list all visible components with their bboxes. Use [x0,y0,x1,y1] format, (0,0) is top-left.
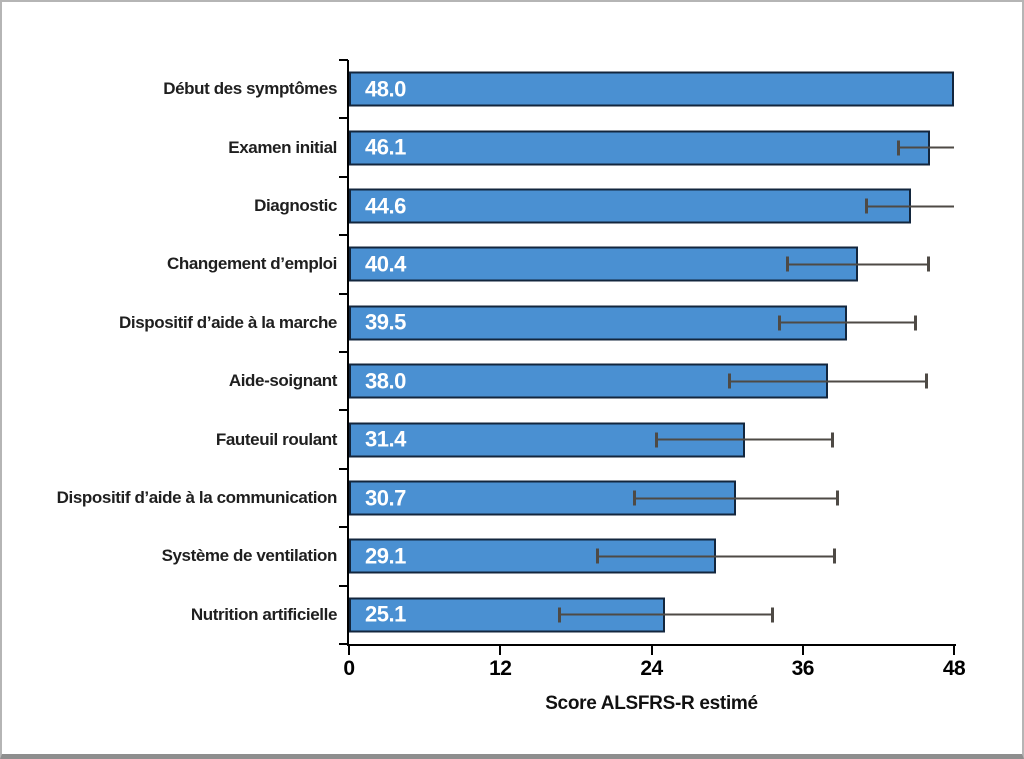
x-axis-tick-labels: 0 12 24 36 48 [343,657,965,683]
bar: 48.0 [349,71,954,107]
bar-row: 40.4 [349,235,954,293]
x-tick-label: 24 [640,657,663,680]
error-bar [786,256,931,272]
x-tick [499,646,502,655]
error-bar-line [561,613,771,616]
y-tick [339,59,348,61]
bar-value-label: 39.5 [365,309,406,335]
y-tick [339,351,348,353]
category-label: Dispositif d’aide à la marche [119,312,337,332]
bar-row: 31.4 [349,410,954,468]
bar: 40.4 [349,246,859,282]
bar-row: 25.1 [349,586,954,644]
category-label: Fauteuil roulant [215,429,338,449]
bar-row: 38.0 [349,352,954,410]
bar-value-label: 30.7 [365,485,406,511]
x-tick-label: 0 [343,657,355,680]
error-bar [632,490,840,506]
y-tick [339,467,348,470]
error-bar [655,432,835,448]
error-bar-line [658,438,832,441]
x-tick [953,646,955,655]
error-bar [864,198,954,214]
x-tick-label: 36 [791,657,815,680]
category-label: Examen initial [228,137,337,157]
bar-value-label: 38.0 [365,368,406,394]
bar-value-label: 40.4 [365,251,406,277]
error-bar [558,607,774,623]
x-tick [801,646,804,655]
y-tick [339,526,348,529]
y-tick [339,643,348,645]
x-tick-label: 12 [489,657,512,680]
error-bar-line [635,497,837,500]
y-tick [339,117,348,120]
category-label: Changement d’emploi [167,254,337,274]
bar: 44.6 [349,188,912,224]
x-tick [650,646,653,655]
category-label: Dispositif d’aide à la communication [56,488,338,508]
y-tick [339,409,348,412]
y-axis-line [347,60,349,646]
category-label-column: Début des symptômes Examen initial Diagn… [10,60,338,644]
category-label: Nutrition artificielle [190,604,338,624]
y-tick [339,292,348,295]
plot-area: 48.0 46.1 44.6 40.4 39.5 38.0 31.4 30.7 [349,60,954,644]
x-tick-label: 48 [942,657,966,680]
y-tick [339,234,348,237]
error-bar [777,315,918,331]
bar-row: 44.6 [349,177,954,235]
category-label: Début des symptômes [163,79,337,99]
category-label: Système de ventilation [161,546,338,566]
bar-row: 48.0 [349,60,954,118]
bar-value-label: 46.1 [365,134,406,160]
y-tick [339,584,348,587]
bar-row: 29.1 [349,527,954,585]
y-tick [339,175,348,178]
bar-value-label: 31.4 [365,426,406,452]
bar: 39.5 [349,305,847,341]
bar-row: 30.7 [349,469,954,527]
error-bar-line [789,263,928,266]
error-bar-line [900,146,954,149]
bar-value-label: 25.1 [365,601,406,627]
error-bar [596,548,836,564]
error-bar-line [731,380,925,383]
error-bar-line [780,321,915,324]
error-bar-line [599,555,833,558]
bar-value-label: 29.1 [365,543,406,569]
bar-value-label: 44.6 [365,193,406,219]
error-bar-line [867,205,954,208]
bar-row: 46.1 [349,118,954,176]
x-axis-title: Score ALSFRS-R estimé [545,693,758,714]
x-tick [348,646,350,655]
x-axis-line [347,644,956,646]
error-bar [728,373,928,389]
category-label: Diagnostic [254,196,337,216]
bar-value-label: 48.0 [365,76,406,102]
bar: 46.1 [349,130,931,166]
bar-row: 39.5 [349,294,954,352]
category-label: Aide-soignant [228,371,338,391]
error-bar [897,140,954,156]
